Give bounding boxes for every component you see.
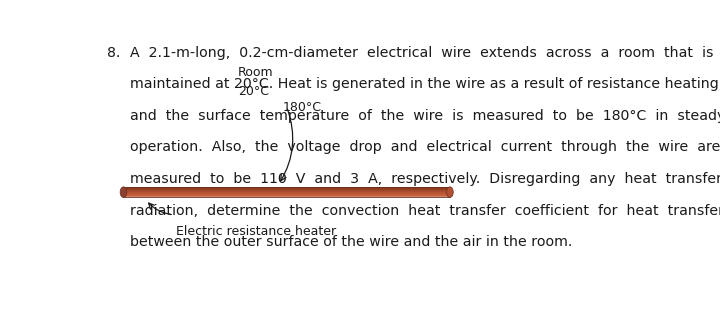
Bar — [124, 192, 450, 193]
Text: radiation,  determine  the  convection  heat  transfer  coefficient  for  heat  : radiation, determine the convection heat… — [130, 203, 720, 217]
Bar — [124, 189, 450, 190]
Text: A  2.1-m-long,  0.2-cm-diameter  electrical  wire  extends  across  a  room  tha: A 2.1-m-long, 0.2-cm-diameter electrical… — [130, 46, 714, 60]
Text: Room: Room — [238, 66, 274, 79]
Bar — [124, 188, 450, 189]
Text: and  the  surface  temperature  of  the  wire  is  measured  to  be  180°C  in  : and the surface temperature of the wire … — [130, 109, 720, 123]
Bar — [124, 190, 450, 191]
Text: 180°C: 180°C — [282, 101, 322, 114]
Bar — [124, 193, 450, 194]
Bar — [124, 190, 450, 191]
Bar — [124, 187, 450, 197]
Bar — [124, 187, 450, 188]
Text: maintained at 20°C. Heat is generated in the wire as a result of resistance heat: maintained at 20°C. Heat is generated in… — [130, 77, 720, 91]
Bar — [124, 191, 450, 192]
Bar — [124, 195, 450, 196]
Bar — [124, 189, 450, 190]
Text: 20°C: 20°C — [238, 85, 269, 98]
Bar — [124, 187, 450, 188]
Text: Electric resistance heater: Electric resistance heater — [176, 225, 337, 238]
Bar — [124, 196, 450, 197]
Bar — [124, 188, 450, 189]
Bar — [124, 194, 450, 195]
Bar — [124, 193, 450, 194]
Ellipse shape — [446, 187, 454, 197]
Text: operation.  Also,  the  voltage  drop  and  electrical  current  through  the  w: operation. Also, the voltage drop and el… — [130, 140, 720, 154]
Bar — [124, 191, 450, 192]
Bar — [124, 196, 450, 197]
Bar — [124, 192, 450, 193]
Bar — [124, 195, 450, 196]
Text: measured  to  be  110  V  and  3  A,  respectively.  Disregarding  any  heat  tr: measured to be 110 V and 3 A, respective… — [130, 172, 720, 186]
Bar — [124, 194, 450, 195]
Text: 8.: 8. — [107, 46, 120, 60]
Text: between the outer surface of the wire and the air in the room.: between the outer surface of the wire an… — [130, 235, 572, 249]
Ellipse shape — [120, 187, 127, 197]
